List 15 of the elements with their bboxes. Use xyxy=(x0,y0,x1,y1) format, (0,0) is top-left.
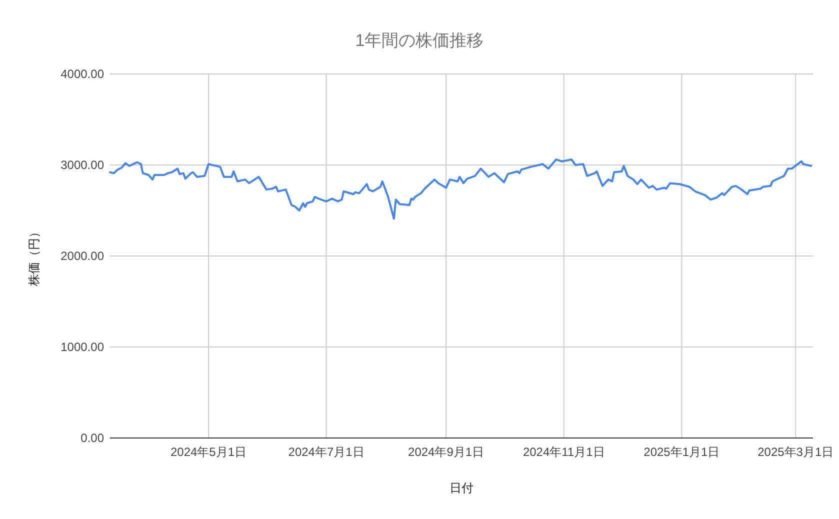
x-tick-label: 2025年1月1日 xyxy=(644,445,720,459)
y-axis-title: 株価（円） xyxy=(27,226,41,287)
y-tick-label: 1000.00 xyxy=(60,340,104,354)
y-tick-label: 3000.00 xyxy=(60,158,104,172)
y-tick-label: 4000.00 xyxy=(60,67,104,81)
x-axis-title: 日付 xyxy=(450,481,474,495)
y-tick-label: 2000.00 xyxy=(60,249,104,263)
x-tick-label: 2025年3月1日 xyxy=(758,445,834,459)
line-series xyxy=(109,158,812,220)
x-tick-label: 2024年7月1日 xyxy=(288,445,364,459)
x-tick-label: 2024年11月1日 xyxy=(522,445,605,459)
x-tick-label: 2024年5月1日 xyxy=(170,445,247,459)
y-tick-label: 0.00 xyxy=(80,431,104,445)
x-tick-label: 2024年9月1日 xyxy=(408,445,484,459)
chart-title: 1年間の株価推移 xyxy=(355,31,484,50)
